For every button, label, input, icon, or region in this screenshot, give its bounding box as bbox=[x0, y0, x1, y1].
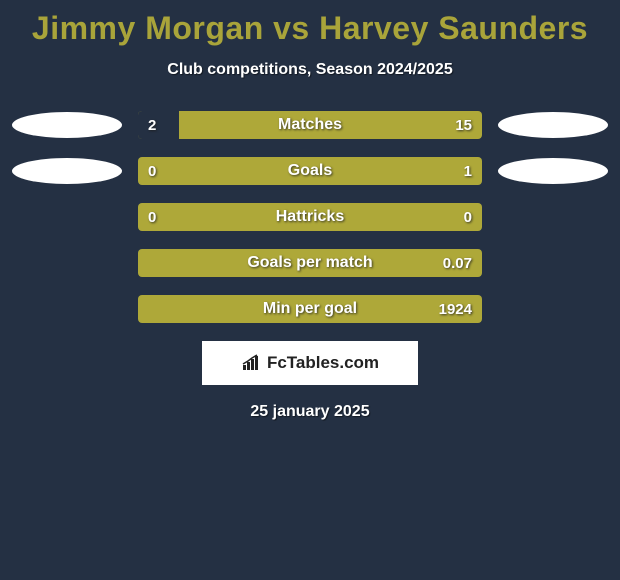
chart-icon bbox=[241, 354, 263, 372]
val-right-hattricks: 0 bbox=[464, 203, 472, 231]
oval-left-matches bbox=[12, 112, 122, 138]
bar-label-mpg: Min per goal bbox=[138, 295, 482, 323]
val-right-goals: 1 bbox=[464, 157, 472, 185]
page-title: Jimmy Morgan vs Harvey Saunders bbox=[0, 0, 620, 47]
bar-hattricks: 0 Hattricks 0 bbox=[138, 203, 482, 231]
subtitle: Club competitions, Season 2024/2025 bbox=[0, 61, 620, 79]
val-right-matches: 15 bbox=[455, 111, 472, 139]
stats-area: 2 Matches 15 0 Goals 1 0 Hattricks 0 bbox=[0, 111, 620, 323]
bar-label-goals: Goals bbox=[138, 157, 482, 185]
stat-row-matches: 2 Matches 15 bbox=[0, 111, 620, 139]
val-right-mpg: 1924 bbox=[439, 295, 472, 323]
bar-gpm: Goals per match 0.07 bbox=[138, 249, 482, 277]
infographic-container: Jimmy Morgan vs Harvey Saunders Club com… bbox=[0, 0, 620, 580]
bar-matches: 2 Matches 15 bbox=[138, 111, 482, 139]
oval-right-goals bbox=[498, 158, 608, 184]
stat-row-gpm: Goals per match 0.07 bbox=[0, 249, 620, 277]
bar-mpg: Min per goal 1924 bbox=[138, 295, 482, 323]
logo-box: FcTables.com bbox=[202, 341, 418, 385]
oval-right-matches bbox=[498, 112, 608, 138]
stat-row-hattricks: 0 Hattricks 0 bbox=[0, 203, 620, 231]
stat-row-goals: 0 Goals 1 bbox=[0, 157, 620, 185]
bar-label-gpm: Goals per match bbox=[138, 249, 482, 277]
oval-left-goals bbox=[12, 158, 122, 184]
date: 25 january 2025 bbox=[0, 403, 620, 421]
bar-label-hattricks: Hattricks bbox=[138, 203, 482, 231]
bar-label-matches: Matches bbox=[138, 111, 482, 139]
val-right-gpm: 0.07 bbox=[443, 249, 472, 277]
logo: FcTables.com bbox=[241, 353, 379, 373]
stat-row-mpg: Min per goal 1924 bbox=[0, 295, 620, 323]
logo-text: FcTables.com bbox=[267, 353, 379, 373]
bar-goals: 0 Goals 1 bbox=[138, 157, 482, 185]
